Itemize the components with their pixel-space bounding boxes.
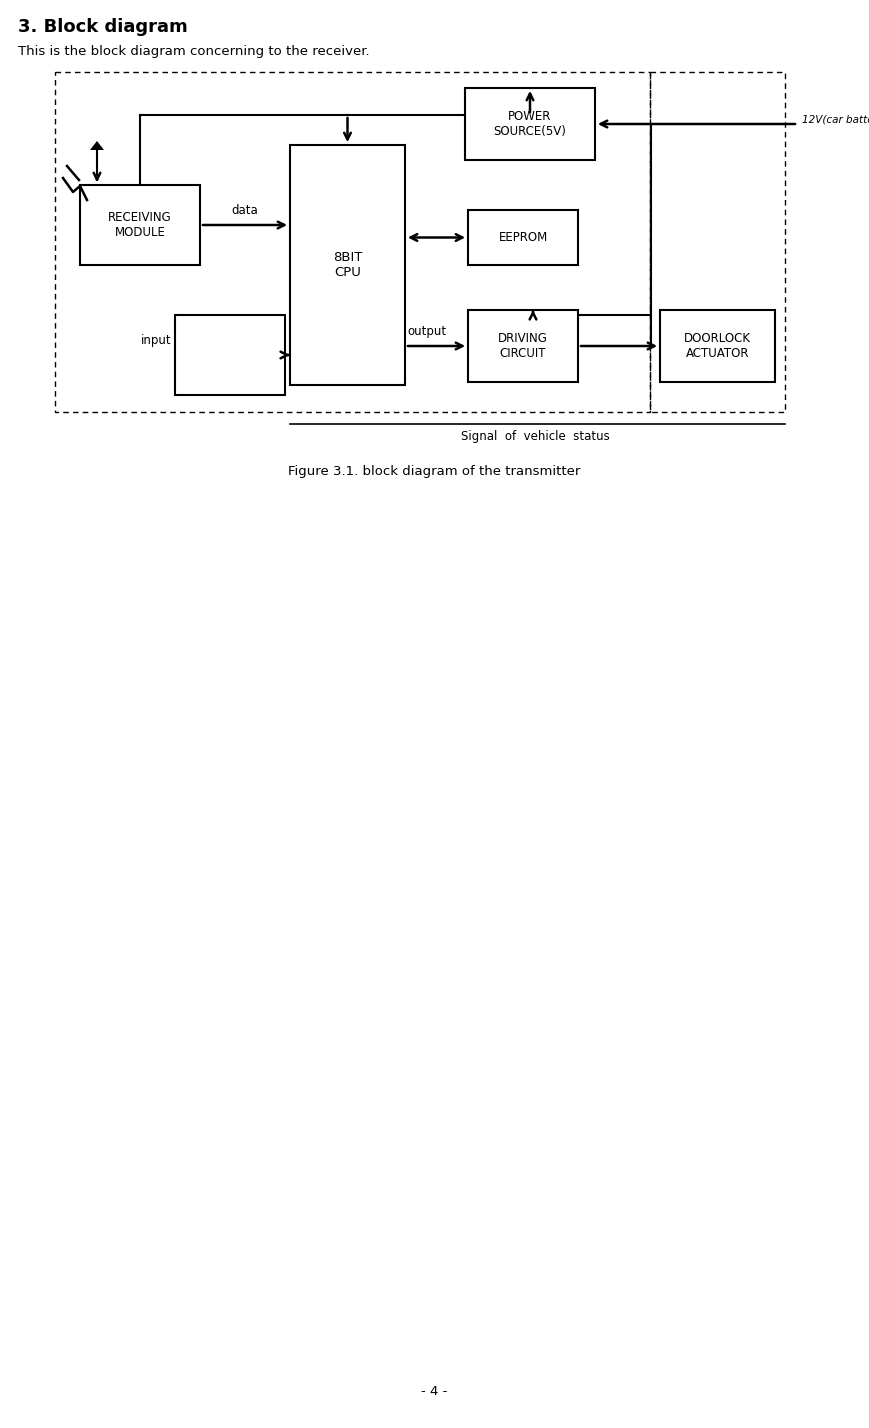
Text: Signal  of  vehicle  status: Signal of vehicle status [461,430,609,443]
Text: 8BIT
CPU: 8BIT CPU [333,251,362,278]
Text: 3. Block diagram: 3. Block diagram [18,19,188,36]
Text: - 4 -: - 4 - [421,1385,448,1398]
Text: POWER
SOURCE(5V): POWER SOURCE(5V) [494,110,567,139]
Text: Figure 3.1. block diagram of the transmitter: Figure 3.1. block diagram of the transmi… [289,466,580,478]
Text: DOORLOCK
ACTUATOR: DOORLOCK ACTUATOR [684,331,751,360]
Text: This is the block diagram concerning to the receiver.: This is the block diagram concerning to … [18,46,369,59]
Bar [660,310,775,383]
Text: input: input [142,334,172,347]
Bar [468,210,578,266]
Text: EEPROM: EEPROM [499,231,547,244]
Bar [55,71,650,413]
Bar [468,310,578,383]
Text: output: output [407,326,446,338]
Polygon shape [90,141,104,150]
Text: data: data [232,204,258,217]
Bar [290,146,405,386]
Text: 12V(car battery): 12V(car battery) [802,116,869,126]
Bar [650,71,785,413]
Bar [465,89,595,160]
Text: RECEIVING
MODULE: RECEIVING MODULE [108,211,172,238]
Bar [175,316,285,396]
Bar [80,186,200,266]
Text: DRIVING
CIRCUIT: DRIVING CIRCUIT [498,331,548,360]
